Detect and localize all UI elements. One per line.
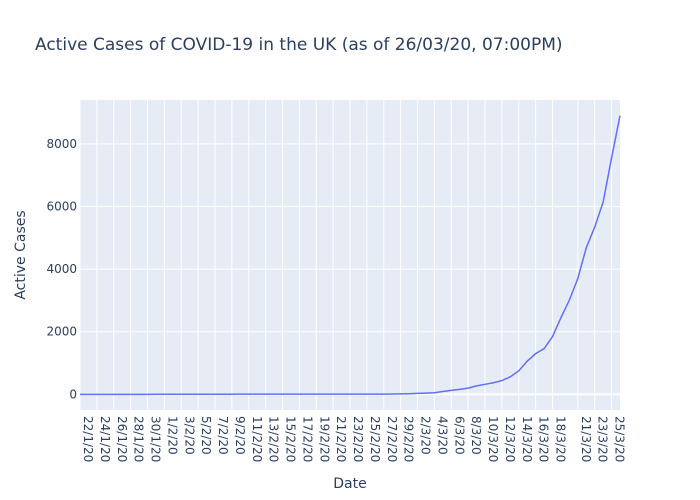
x-tick-label: 23/2/20 <box>351 416 365 462</box>
y-tick-label: 4000 <box>46 262 77 276</box>
chart-title: Active Cases of COVID-19 in the UK (as o… <box>35 35 563 55</box>
x-tick-label: 22/1/20 <box>81 416 95 462</box>
x-tick-label: 24/1/20 <box>98 416 112 462</box>
x-tick-label: 5/2/20 <box>199 416 213 455</box>
x-tick-label: 18/3/20 <box>554 416 568 462</box>
x-tick-label: 25/3/20 <box>613 416 627 462</box>
y-tick-labels: 0 2000 4000 6000 8000 <box>46 137 77 402</box>
x-tick-label: 17/2/20 <box>300 416 314 462</box>
x-tick-label: 6/3/20 <box>452 416 466 455</box>
x-tick-label: 10/3/20 <box>486 416 500 462</box>
x-tick-label: 25/2/20 <box>368 416 382 462</box>
x-tick-label: 26/1/20 <box>115 416 129 462</box>
x-tick-label: 7/2/20 <box>216 416 230 455</box>
y-tick-label: 2000 <box>46 325 77 339</box>
x-tick-label: 15/2/20 <box>284 416 298 462</box>
y-tick-label: 6000 <box>46 199 77 213</box>
x-tick-label: 1/2/20 <box>165 416 179 455</box>
x-tick-label: 14/3/20 <box>520 416 534 462</box>
x-tick-label: 8/3/20 <box>469 416 483 455</box>
x-axis-title: Date <box>333 476 366 492</box>
x-tick-label: 12/3/20 <box>503 416 517 462</box>
x-tick-label: 4/3/20 <box>435 416 449 455</box>
y-tick-label: 8000 <box>46 137 77 151</box>
x-tick-label: 27/2/20 <box>385 416 399 462</box>
x-tick-label: 21/3/20 <box>579 416 593 462</box>
x-tick-label: 9/2/20 <box>233 416 247 455</box>
x-tick-label: 19/2/20 <box>317 416 331 462</box>
x-tick-label: 16/3/20 <box>537 416 551 462</box>
x-tick-label: 30/1/20 <box>149 416 163 462</box>
grid-lines <box>79 100 620 410</box>
x-tick-label: 11/2/20 <box>250 416 264 462</box>
y-axis-title: Active Cases <box>13 210 29 299</box>
y-tick-label: 0 <box>69 387 77 401</box>
active-cases-line <box>80 115 621 396</box>
x-tick-label: 23/3/20 <box>596 416 610 462</box>
x-tick-labels: 22/1/20 24/1/20 26/1/20 28/1/20 30/1/20 1/2/2… <box>81 416 627 462</box>
x-tick-label: 21/2/20 <box>334 416 348 462</box>
x-tick-label: 2/3/20 <box>419 416 433 455</box>
x-tick-label: 29/2/20 <box>402 416 416 462</box>
x-tick-label: 28/1/20 <box>132 416 146 462</box>
x-tick-label: 13/2/20 <box>267 416 281 462</box>
x-tick-label: 3/2/20 <box>182 416 196 455</box>
